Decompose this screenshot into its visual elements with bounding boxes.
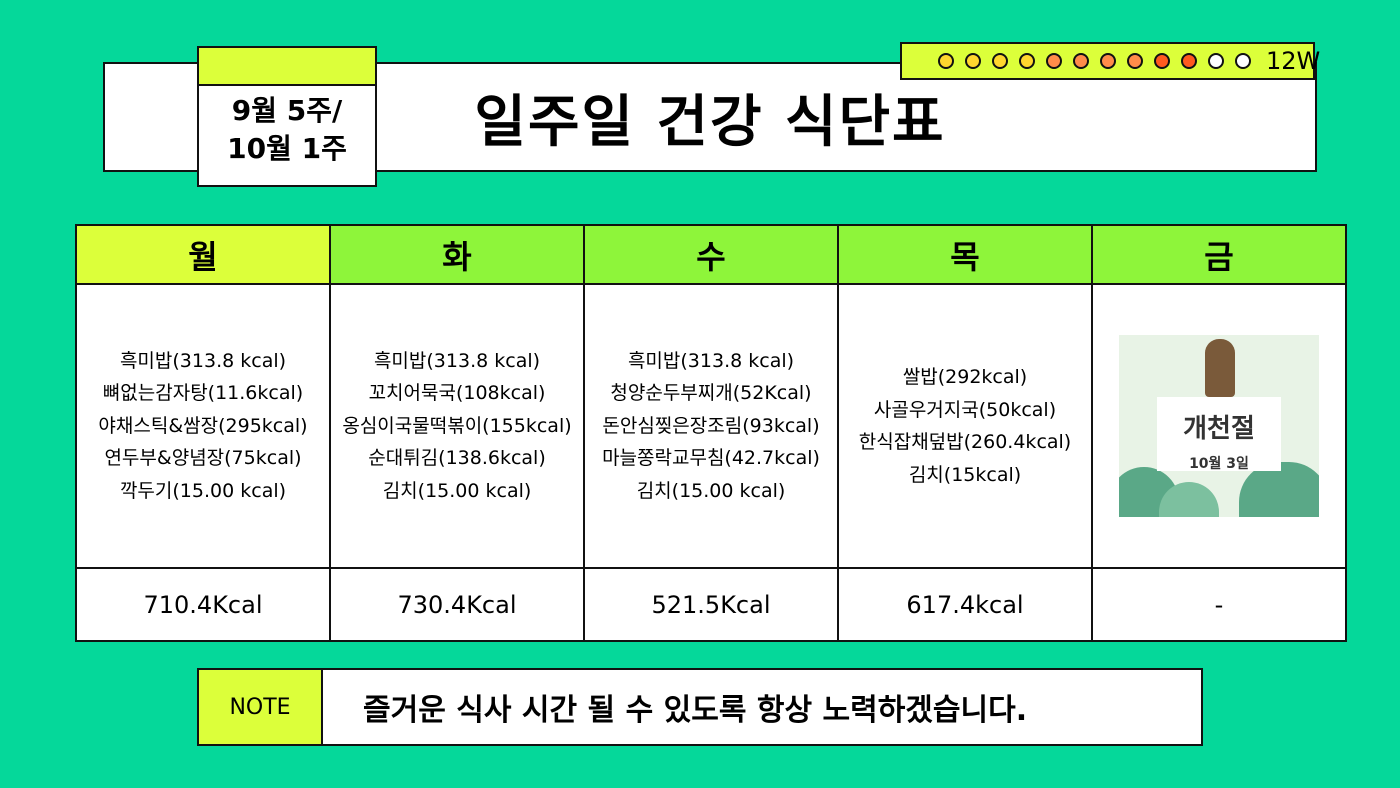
progress-dot <box>992 53 1008 69</box>
progress-dot <box>1073 53 1089 69</box>
progress-dot <box>1154 53 1170 69</box>
total-mon: 710.4Kcal <box>75 567 331 642</box>
day-header-tue: 화 <box>329 224 585 285</box>
menu-cell: 흑미밥(313.8 kcal) 청양순두부찌개(52Kcal) 돈안심찢은장조림(9… <box>583 283 839 569</box>
note-bar: NOTE 즐거운 식사 시간 될 수 있도록 항상 노력하겠습니다. <box>197 668 1203 746</box>
progress-dot <box>938 53 954 69</box>
day-header-mon: 월 <box>75 224 331 285</box>
menu-item: 깍두기(15.00 kcal) <box>119 479 287 502</box>
total-wed: 521.5Kcal <box>583 567 839 642</box>
menu-item: 청양순두부찌개(52Kcal) <box>610 382 812 405</box>
day-header-thu: 목 <box>837 224 1093 285</box>
week-label: 9월 5주/ 10월 1주 <box>227 94 347 165</box>
progress-dot <box>1235 53 1251 69</box>
menu-item: 돈안심찢은장조림(93kcal) <box>602 414 820 437</box>
menu-item: 김치(15.00 kcal) <box>382 479 532 502</box>
holiday-name: 개천절 <box>1183 414 1255 444</box>
day-header-wed: 수 <box>583 224 839 285</box>
progress-dot <box>1208 53 1224 69</box>
menu-item: 연두부&양념장(75kcal) <box>104 447 302 470</box>
day-header-fri: 금 <box>1091 224 1347 285</box>
menu-item: 흑미밥(313.8 kcal) <box>119 349 287 372</box>
menu-item: 뼈없는감자탕(11.6kcal) <box>102 382 304 405</box>
progress-dot <box>1046 53 1062 69</box>
day-header-row: 월 화 수 목 금 <box>75 224 1347 285</box>
menu-item: 사골우거지국(50kcal) <box>873 398 1057 421</box>
total-row: 710.4Kcal 730.4Kcal 521.5Kcal 617.4kcal … <box>75 567 1347 642</box>
menu-cell: 흑미밥(313.8 kcal) 뼈없는감자탕(11.6kcal) 야채스틱&쌈장(2… <box>75 283 331 569</box>
page-title: 일주일 건강 식단표 <box>474 89 946 155</box>
progress-dot <box>1100 53 1116 69</box>
menu-item: 흑미밥(313.8 kcal) <box>627 349 795 372</box>
menu-item: 흑미밥(313.8 kcal) <box>373 349 541 372</box>
menu-cell: 흑미밥(313.8 kcal) 꼬치어묵국(108kcal) 옹심이국물떡볶이(15… <box>329 283 585 569</box>
progress-dot <box>1181 53 1197 69</box>
menu-item: 야채스틱&쌈장(295kcal) <box>98 414 308 437</box>
week-badge: 9월 5주/ 10월 1주 <box>197 46 377 187</box>
week-count: 12W <box>1266 47 1321 75</box>
menu-table: 월 화 수 목 금 흑미밥(313.8 kcal) 뼈없는감자탕(11.6kcal… <box>75 224 1347 642</box>
menu-item: 김치(15kcal) <box>908 463 1022 486</box>
note-label: NOTE <box>199 670 323 744</box>
menu-row: 흑미밥(313.8 kcal) 뼈없는감자탕(11.6kcal) 야채스틱&쌈장(2… <box>75 283 1347 569</box>
menu-item: 쌀밥(292kcal) <box>902 366 1028 388</box>
total-thu: 617.4kcal <box>837 567 1093 642</box>
progress-dot <box>965 53 981 69</box>
holiday-date: 10월 3일 <box>1189 456 1249 472</box>
progress-dot <box>1019 53 1035 69</box>
progress-dot <box>1127 53 1143 69</box>
note-message: 즐거운 식사 시간 될 수 있도록 항상 노력하겠습니다. <box>363 693 1028 728</box>
dangun-figure <box>1205 339 1235 397</box>
week-progress: 12W <box>900 42 1320 80</box>
menu-item: 꼬치어묵국(108kcal) <box>368 382 546 405</box>
menu-item: 마늘쫑락교무침(42.7kcal) <box>602 447 820 470</box>
menu-cell: 쌀밥(292kcal) 사골우거지국(50kcal) 한식잡채덮밥(260.4kca… <box>837 283 1093 569</box>
menu-item: 옹심이국물떡볶이(155kcal) <box>342 414 572 437</box>
total-fri: - <box>1091 567 1347 642</box>
week-badge-band <box>199 48 375 86</box>
holiday-image: 개천절 10월 3일 <box>1119 335 1319 517</box>
total-tue: 730.4Kcal <box>329 567 585 642</box>
menu-item: 김치(15.00 kcal) <box>636 479 786 502</box>
menu-item: 순대튀김(138.6kcal) <box>368 447 546 470</box>
holiday-cell: 개천절 10월 3일 <box>1091 283 1347 569</box>
menu-item: 한식잡채덮밥(260.4kcal) <box>858 431 1072 453</box>
